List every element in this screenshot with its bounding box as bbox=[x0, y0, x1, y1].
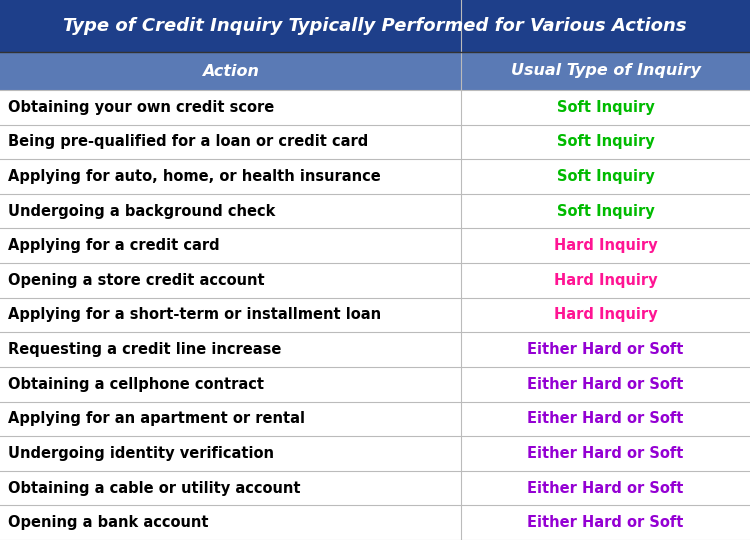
Text: Applying for auto, home, or health insurance: Applying for auto, home, or health insur… bbox=[8, 169, 381, 184]
Bar bbox=[0, 90, 750, 125]
Text: Soft Inquiry: Soft Inquiry bbox=[556, 169, 655, 184]
Bar bbox=[0, 436, 750, 471]
Bar bbox=[0, 471, 750, 505]
Text: Type of Credit Inquiry Typically Performed for Various Actions: Type of Credit Inquiry Typically Perform… bbox=[63, 17, 687, 35]
Bar bbox=[0, 52, 750, 90]
Text: Obtaining a cellphone contract: Obtaining a cellphone contract bbox=[8, 377, 264, 392]
Text: Either Hard or Soft: Either Hard or Soft bbox=[527, 411, 684, 427]
Text: Being pre-qualified for a loan or credit card: Being pre-qualified for a loan or credit… bbox=[8, 134, 368, 150]
Text: Action: Action bbox=[202, 64, 259, 78]
Bar bbox=[0, 505, 750, 540]
Text: Applying for a credit card: Applying for a credit card bbox=[8, 238, 220, 253]
Bar bbox=[0, 402, 750, 436]
Bar bbox=[0, 125, 750, 159]
Text: Soft Inquiry: Soft Inquiry bbox=[556, 134, 655, 150]
Bar bbox=[0, 194, 750, 228]
Text: Soft Inquiry: Soft Inquiry bbox=[556, 100, 655, 115]
Text: Either Hard or Soft: Either Hard or Soft bbox=[527, 342, 684, 357]
Bar bbox=[0, 263, 750, 298]
Text: Obtaining your own credit score: Obtaining your own credit score bbox=[8, 100, 274, 115]
Bar bbox=[0, 159, 750, 194]
Bar bbox=[0, 0, 750, 52]
Text: Opening a store credit account: Opening a store credit account bbox=[8, 273, 265, 288]
Text: Either Hard or Soft: Either Hard or Soft bbox=[527, 377, 684, 392]
Text: Either Hard or Soft: Either Hard or Soft bbox=[527, 515, 684, 530]
Text: Soft Inquiry: Soft Inquiry bbox=[556, 204, 655, 219]
Text: Usual Type of Inquiry: Usual Type of Inquiry bbox=[511, 64, 700, 78]
Text: Requesting a credit line increase: Requesting a credit line increase bbox=[8, 342, 281, 357]
Text: Either Hard or Soft: Either Hard or Soft bbox=[527, 481, 684, 496]
Bar bbox=[0, 298, 750, 332]
Bar bbox=[0, 332, 750, 367]
Text: Obtaining a cable or utility account: Obtaining a cable or utility account bbox=[8, 481, 301, 496]
Text: Undergoing identity verification: Undergoing identity verification bbox=[8, 446, 274, 461]
Text: Either Hard or Soft: Either Hard or Soft bbox=[527, 446, 684, 461]
Text: Applying for an apartment or rental: Applying for an apartment or rental bbox=[8, 411, 305, 427]
Text: Opening a bank account: Opening a bank account bbox=[8, 515, 208, 530]
Bar bbox=[0, 367, 750, 402]
Text: Applying for a short-term or installment loan: Applying for a short-term or installment… bbox=[8, 307, 381, 322]
Text: Hard Inquiry: Hard Inquiry bbox=[554, 238, 658, 253]
Text: Hard Inquiry: Hard Inquiry bbox=[554, 307, 658, 322]
Bar bbox=[0, 228, 750, 263]
Text: Hard Inquiry: Hard Inquiry bbox=[554, 273, 658, 288]
Text: Undergoing a background check: Undergoing a background check bbox=[8, 204, 275, 219]
